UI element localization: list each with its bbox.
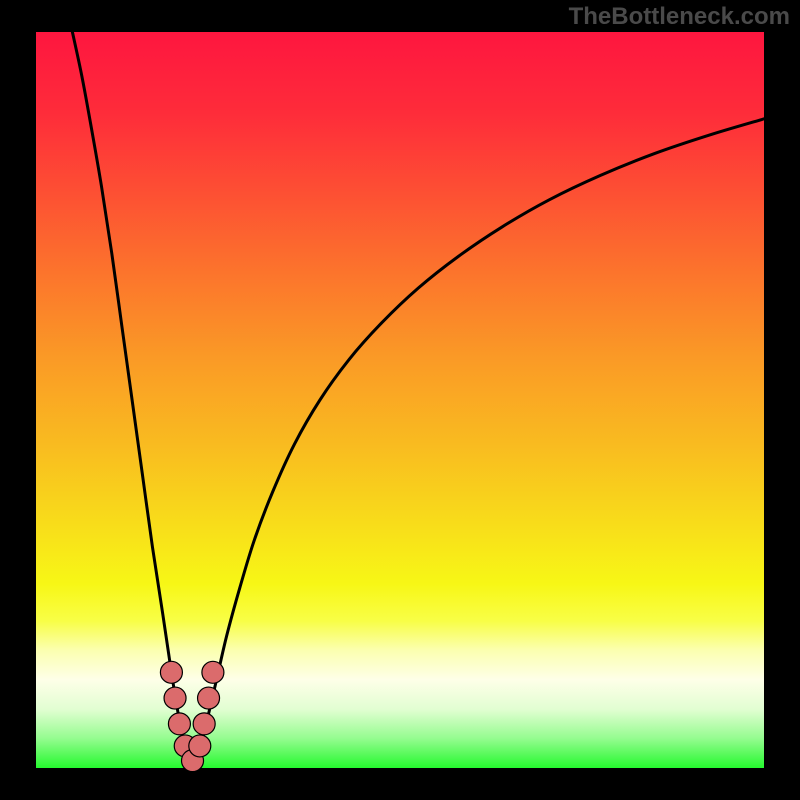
curve-marker bbox=[164, 687, 186, 709]
curve-marker bbox=[198, 687, 220, 709]
curve-marker bbox=[189, 735, 211, 757]
curve-marker bbox=[193, 713, 215, 735]
curve-marker bbox=[168, 713, 190, 735]
bottleneck-chart: TheBottleneck.com bbox=[0, 0, 800, 800]
watermark-text: TheBottleneck.com bbox=[569, 3, 790, 30]
curve-marker bbox=[160, 661, 182, 683]
chart-root: TheBottleneck.com bbox=[0, 0, 800, 800]
plot-background bbox=[36, 32, 764, 768]
curve-marker bbox=[202, 661, 224, 683]
